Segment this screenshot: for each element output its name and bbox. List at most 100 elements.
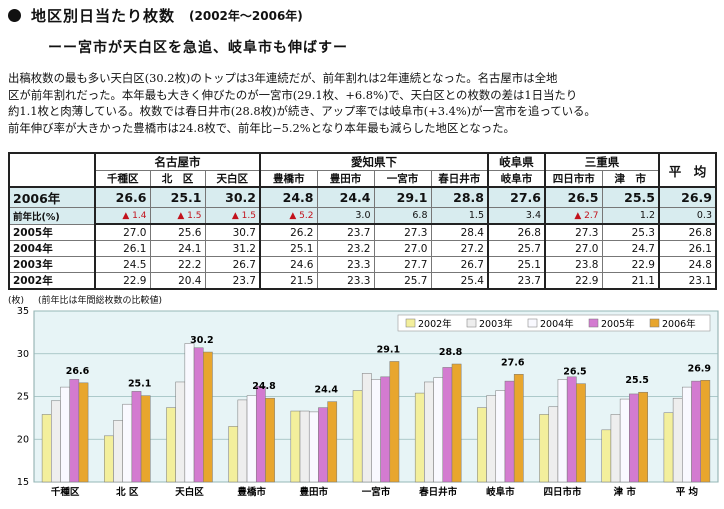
bar (477, 407, 487, 483)
decrease-triangle-icon: ▲ 1.5 (231, 211, 256, 221)
legend-swatch (588, 318, 599, 328)
column-header: 津 市 (601, 170, 660, 188)
column-header: 岐阜市 (487, 170, 546, 188)
page-title: 地区別日当たり枚数 (31, 6, 176, 25)
table-cell: 27.0 (94, 223, 151, 241)
row-header: 2004年 (8, 240, 96, 257)
table-cell: ▲ 2.7 (544, 207, 603, 225)
data-label: 24.4 (314, 385, 338, 396)
bar (327, 401, 338, 483)
legend-swatch (466, 318, 477, 328)
table-row: 2005年 27.0 25.6 30.7 26.2 23.7 27.3 28.4 26.8 27.… (8, 223, 717, 241)
bar (290, 410, 301, 483)
table-cell: 30.2 (204, 186, 261, 208)
table-cell: 28.4 (430, 223, 489, 241)
bar (166, 407, 176, 483)
bar (308, 411, 319, 483)
table-cell: 3.4 (487, 207, 546, 225)
table-cell: 27.0 (544, 240, 603, 257)
bar (113, 420, 123, 483)
decrease-triangle-icon: ▲ 5.2 (289, 211, 314, 221)
category-label: 北 区 (116, 486, 139, 498)
table-cell: 23.3 (316, 256, 375, 273)
title-period: (2002年〜2006年) (189, 8, 303, 23)
table-row: 2006年 26.6 25.1 30.2 24.8 24.4 29.1 28.8 27.6 26.… (8, 186, 717, 208)
bar (228, 426, 239, 483)
legend-swatch (405, 318, 416, 328)
bar (389, 361, 400, 483)
category-label: 春日井市 (418, 486, 458, 498)
chart-unit-label: (枚) (8, 296, 25, 306)
legend-label: 2002年 (418, 318, 452, 330)
bar (451, 363, 462, 483)
category-label: 一宮市 (362, 486, 391, 498)
table-cell: 31.2 (204, 240, 261, 257)
table-cell: 23.1 (658, 272, 717, 290)
group-aichi: 愛知県下 (259, 152, 489, 171)
y-tick-label: 30 (17, 349, 29, 360)
table-cell: 26.9 (658, 186, 717, 208)
bar (299, 410, 310, 483)
chart-note: (前年比は年間総枚数の比較値) (38, 296, 163, 306)
data-label: 29.1 (377, 344, 400, 355)
row-header: 2005年 (8, 223, 96, 241)
bar (557, 379, 568, 483)
bar (619, 398, 630, 483)
bar (318, 407, 328, 483)
legend-swatch (649, 318, 660, 328)
table-cell: 23.2 (316, 240, 375, 257)
table-row: 2002年 22.9 20.4 23.7 21.5 23.3 25.7 25.4 23.7 22.… (8, 272, 717, 290)
table-cell: 1.2 (601, 207, 660, 225)
table-cell: 25.3 (601, 223, 660, 241)
bar (51, 400, 61, 483)
table-cell: 23.7 (487, 272, 546, 290)
data-label: 26.5 (563, 367, 586, 378)
table-cell: 24.7 (601, 240, 660, 257)
data-table: 名古屋市 愛知県下 岐阜県 三重県 平 均 千種区 北 区 天白区 豊橋市 豊田… (8, 152, 717, 290)
bar (486, 395, 497, 483)
bar (203, 351, 213, 483)
group-gifu: 岐阜県 (487, 152, 546, 171)
row-header: 前年比(%) (8, 207, 96, 225)
table-cell: 26.2 (259, 223, 318, 241)
table-cell: 26.6 (94, 186, 151, 208)
bar (663, 412, 674, 483)
table-cell: 22.9 (94, 272, 151, 290)
bar (495, 390, 506, 483)
table-cell: 26.1 (658, 240, 717, 257)
table-cell: 3.0 (316, 207, 375, 225)
y-tick-label: 25 (17, 392, 29, 403)
row-header: 2003年 (8, 256, 96, 273)
table-cell: 29.1 (373, 186, 432, 208)
table-cell: 25.1 (487, 256, 546, 273)
category-label: 四日市市 (544, 486, 583, 498)
bar (682, 386, 692, 483)
bar (691, 380, 701, 483)
column-header: 春日井市 (430, 170, 489, 188)
row-header: 2006年 (8, 186, 96, 208)
bar (60, 386, 70, 483)
bar (601, 429, 612, 483)
table-cell: ▲ 1.5 (149, 207, 206, 225)
category-label: 千種区 (51, 486, 80, 498)
row-header: 2002年 (8, 272, 96, 290)
table-cell: 26.7 (204, 256, 261, 273)
data-label: 25.5 (625, 375, 648, 386)
table-cell: 25.1 (149, 186, 206, 208)
bar (433, 377, 444, 483)
table-cell: 27.6 (487, 186, 546, 208)
bar (246, 395, 257, 483)
bar (610, 414, 621, 483)
group-nagoya: 名古屋市 (94, 152, 261, 171)
bar (237, 399, 248, 483)
bar (69, 379, 80, 483)
bar (371, 379, 381, 483)
table-cell: 27.2 (430, 240, 489, 257)
table-cell: 22.9 (601, 256, 660, 273)
table-cell: 6.8 (373, 207, 432, 225)
table-row: 2003年 24.5 22.2 26.7 24.6 23.3 27.7 26.7 25.1 23.… (8, 256, 717, 273)
y-tick-label: 35 (17, 306, 29, 317)
decrease-triangle-icon: ▲ 1.4 (122, 211, 147, 221)
y-tick-label: 15 (17, 477, 29, 488)
bar (700, 380, 711, 483)
